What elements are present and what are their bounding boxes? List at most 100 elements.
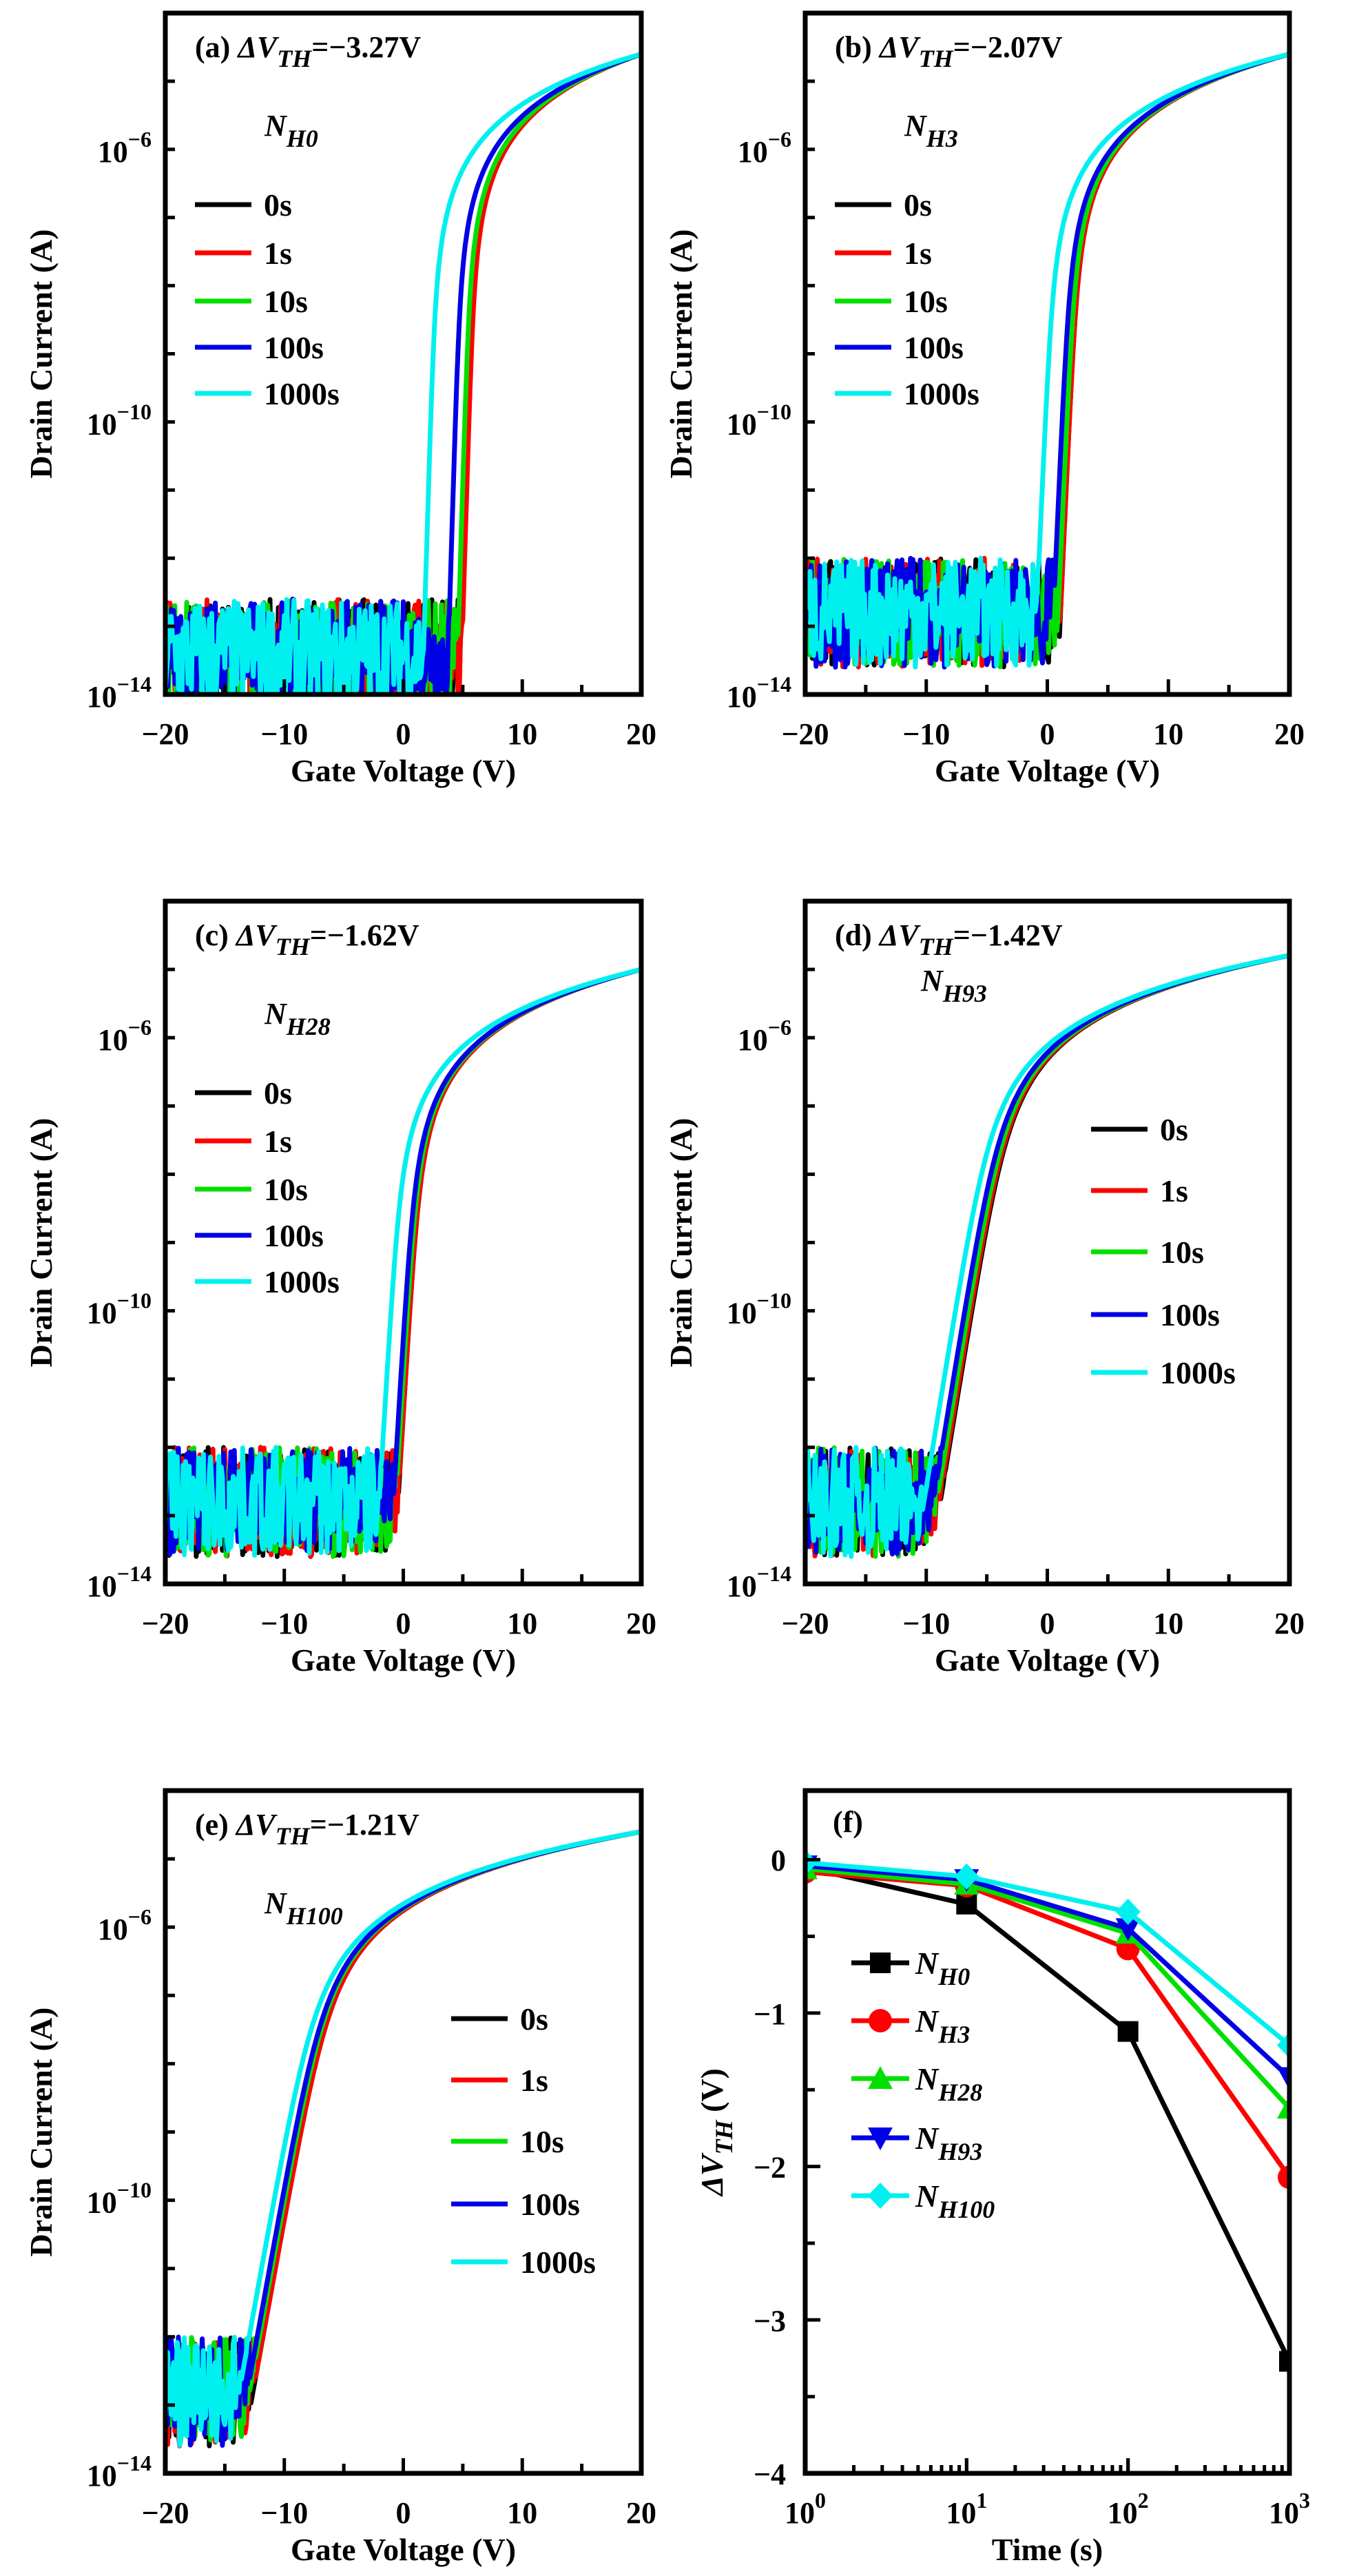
panel-label: (d) ΔVTH=−1.42V: [835, 918, 1063, 960]
legend-label-1s: 1s: [904, 236, 932, 271]
marker-square: [1279, 2351, 1289, 2372]
marker-diamond: [805, 1849, 818, 1876]
x-axis-title: Gate Voltage (V): [291, 2532, 516, 2567]
y-axis-title: Drain Current (A): [663, 229, 698, 479]
text-part: Gate Voltage (V): [935, 1642, 1160, 1678]
legend-label-H3: NH3: [915, 2003, 970, 2048]
text-part: =−3.27V: [311, 30, 421, 64]
y-tick-label: 10−6: [738, 127, 791, 169]
text-part: 10: [87, 680, 117, 714]
text-part: =−1.42V: [953, 918, 1063, 952]
text-part: −10: [117, 399, 152, 424]
plot-frame: [163, 10, 644, 697]
legend-label-1s: 1s: [264, 1124, 292, 1159]
text-part: −1: [754, 1997, 786, 2031]
text-part: 0: [815, 2488, 826, 2513]
text-part: 0: [1040, 1607, 1055, 1640]
panel-label: (a) ΔVTH=−3.27V: [195, 30, 421, 72]
text-part: 10: [1269, 2496, 1299, 2530]
legend-label-1s: 1s: [520, 2063, 548, 2098]
x-tick-label: 20: [1274, 717, 1305, 751]
text-part: Drain Current (A): [23, 229, 59, 479]
text-part: 0: [396, 1607, 411, 1640]
text-part: TH: [919, 45, 954, 72]
sample-label: NH0: [264, 109, 318, 152]
text-part: 10: [87, 1569, 117, 1603]
text-part: −14: [757, 672, 791, 697]
y-tick-label: 0: [771, 1844, 786, 1877]
plot-frame: [163, 898, 644, 1587]
text-part: 10: [98, 1023, 128, 1057]
x-tick-label: −10: [260, 2496, 308, 2530]
marker-triangle-up: [868, 2066, 893, 2089]
text-part: 1000s: [264, 1264, 340, 1299]
marker-triangle-down: [1277, 2067, 1289, 2090]
text-part: 10: [507, 2496, 537, 2530]
x-tick-label: 20: [626, 717, 656, 751]
legend-label-H100: NH100: [915, 2178, 995, 2223]
text-part: 10: [87, 2186, 117, 2220]
x-tick-label: 0: [396, 717, 411, 751]
legend-label-0s: 0s: [1160, 1112, 1188, 1147]
text-part: −6: [128, 127, 152, 152]
text-part: 10: [87, 2459, 117, 2493]
y-tick-label: 10−6: [98, 1015, 152, 1057]
text-part: 10: [87, 407, 117, 441]
x-tick-label: 20: [626, 2496, 656, 2530]
text-part: H93: [937, 2138, 982, 2165]
y-tick-label: 10−10: [87, 1288, 152, 1330]
marker-triangle-down: [1115, 1918, 1141, 1941]
text-part: −3: [754, 2304, 786, 2338]
text-part: −6: [768, 127, 791, 152]
text-part: 1s: [520, 2063, 548, 2098]
legend-label-0s: 0s: [264, 1075, 292, 1111]
text-part: 10: [738, 135, 768, 169]
legend-label-1000s: 1000s: [264, 1264, 340, 1299]
text-part: 10: [507, 1607, 537, 1640]
text-part: 2: [1138, 2488, 1149, 2513]
text-part: −2: [754, 2151, 786, 2185]
text-part: ΔV: [878, 30, 922, 64]
text-part: 10: [785, 2496, 815, 2530]
text-part: −6: [128, 1904, 152, 1929]
text-part: 10: [98, 135, 128, 169]
text-part: H100: [286, 1902, 343, 1930]
text-part: 0: [396, 717, 411, 751]
y-tick-label: 10−10: [87, 399, 152, 441]
text-part: 0s: [520, 2001, 548, 2037]
y-axis-title: Drain Current (A): [23, 229, 59, 479]
text-part: 0: [396, 2496, 411, 2530]
text-part: 0s: [1160, 1112, 1188, 1147]
text-part: H0: [286, 125, 318, 152]
text-part: −4: [754, 2457, 786, 2491]
text-part: N: [264, 997, 288, 1031]
y-axis-title: Drain Current (A): [23, 2008, 59, 2257]
text-part: (f): [833, 1805, 863, 1839]
y-tick-label: 10−14: [87, 672, 152, 714]
curve-1000s: [805, 52, 1289, 670]
text-part: N: [915, 2061, 940, 2096]
legend-label-100s: 100s: [520, 2187, 580, 2222]
text-part: −10: [117, 2178, 152, 2203]
plot-area: [805, 1849, 1289, 2372]
legend-label-H93: NH93: [915, 2121, 982, 2165]
x-axis-title: Gate Voltage (V): [291, 753, 516, 788]
text-part: 0s: [264, 1075, 292, 1111]
x-tick-label: 10: [507, 1607, 537, 1640]
marker-circle: [1278, 2165, 1289, 2189]
series-line-H28: [805, 1866, 1289, 2110]
series-line-H93: [805, 1863, 1289, 2080]
plot-frame: [802, 1788, 1292, 2476]
legend-label-1s: 1s: [1160, 1173, 1188, 1208]
text-part: −10: [260, 717, 308, 751]
text-part: 3: [1299, 2488, 1310, 2513]
text-part: −10: [260, 2496, 308, 2530]
x-tick-label: 100: [785, 2488, 826, 2530]
text-part: 1000s: [264, 376, 340, 411]
x-tick-label: −10: [902, 1607, 950, 1640]
x-tick-label: −10: [902, 717, 950, 751]
y-tick-label: 10−6: [738, 1015, 791, 1057]
